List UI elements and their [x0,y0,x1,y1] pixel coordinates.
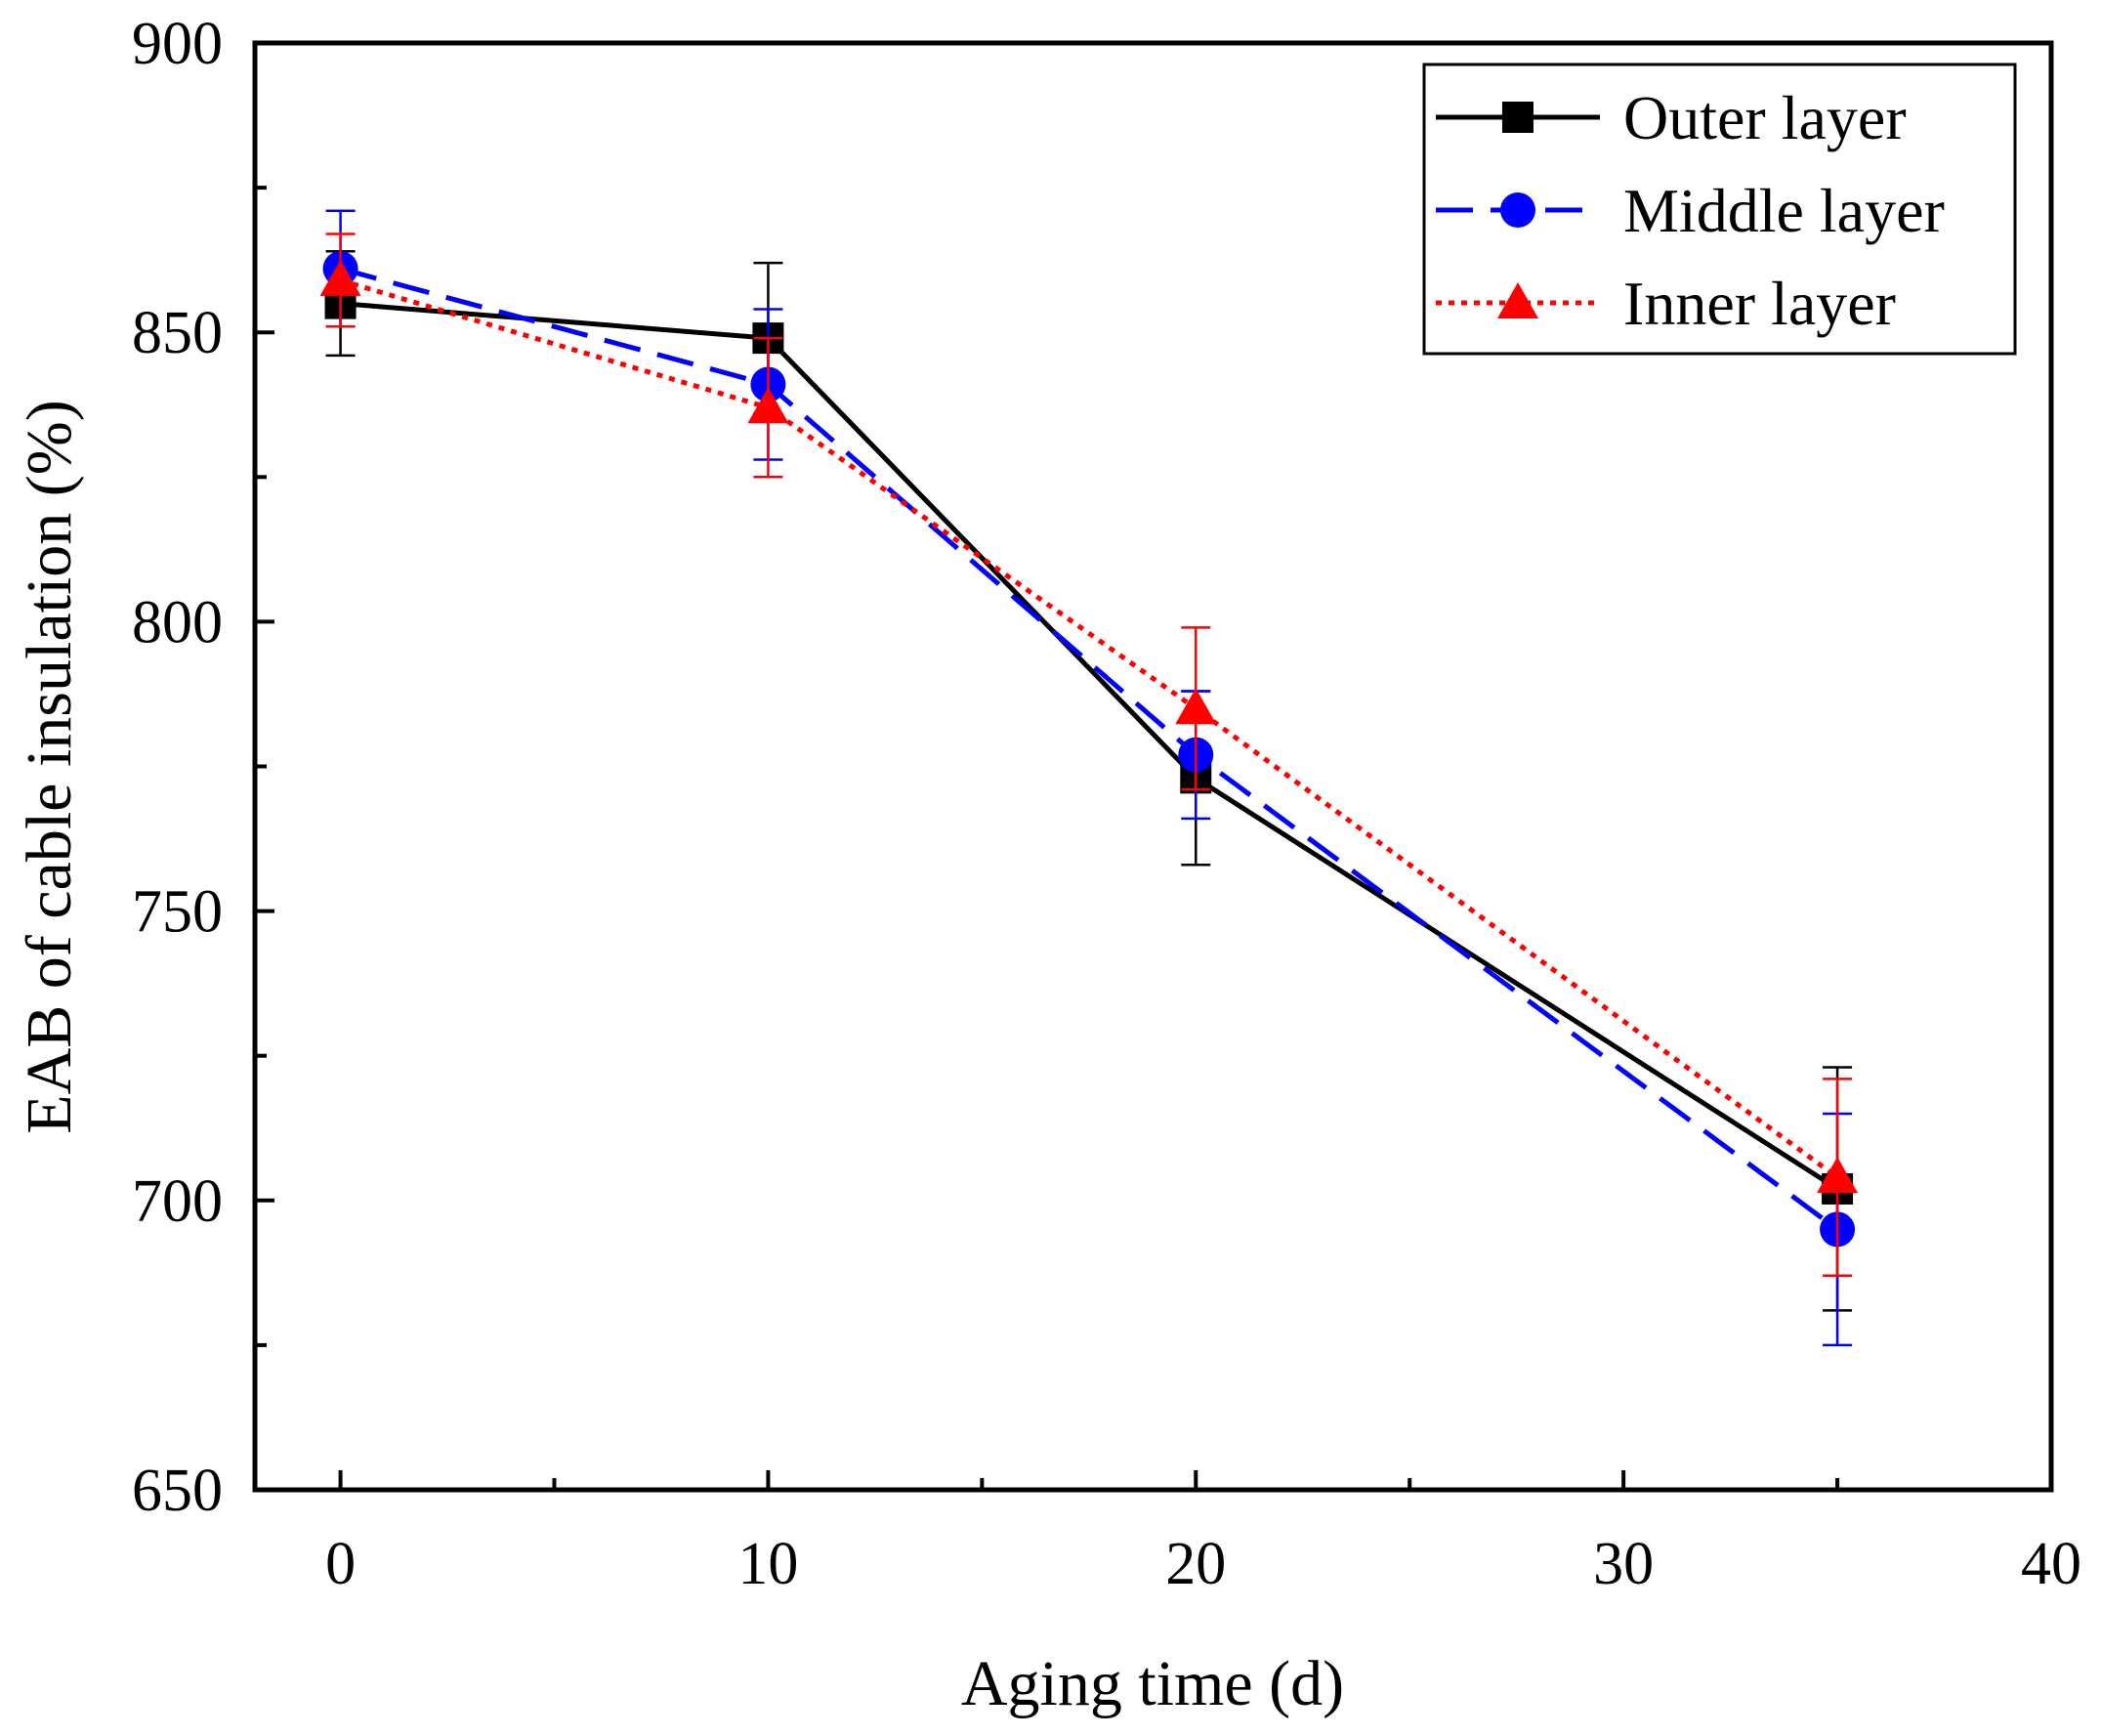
legend-marker [1500,192,1535,228]
legend-marker [1497,282,1538,318]
x-tick-label: 40 [2021,1531,2081,1597]
x-tick-label: 10 [737,1531,798,1597]
legend-label: Outer layer [1623,83,1907,152]
legend-entry: Outer layer [1436,83,1907,152]
legend-entry: Inner layer [1436,269,1896,338]
data-point [747,387,789,424]
y-tick-label: 900 [132,11,223,77]
legend-marker [1502,102,1534,133]
y-axis: 650 700 750 800 850 900 [132,11,274,1524]
series-line [339,266,1839,1232]
y-tick-label: 650 [132,1458,223,1524]
y-axis-label: EAB of cable insulation (%) [14,400,85,1133]
data-point [319,259,361,296]
legend-entry: Middle layer [1436,176,1945,245]
x-tick-label: 20 [1165,1531,1226,1597]
legend-label: Inner layer [1623,269,1896,338]
x-tick-label: 0 [325,1531,356,1597]
legend: Outer layer Middle layer Inner layer [1422,63,2017,356]
legend-label: Middle layer [1623,176,1945,245]
x-axis-label: Aging time (d) [961,1648,1344,1719]
data-point [1175,688,1217,725]
data-point [1817,1157,1859,1194]
y-tick-label: 800 [132,589,223,656]
x-tick-label: 30 [1593,1531,1654,1597]
y-tick-label: 700 [132,1168,223,1235]
series-inner-layer [319,233,1859,1278]
x-axis: 0 10 20 30 40 [325,1470,2081,1597]
y-tick-label: 750 [132,879,223,946]
series-layer [319,209,1859,1347]
y-tick-label: 850 [132,300,223,366]
series-line [340,301,1839,1192]
